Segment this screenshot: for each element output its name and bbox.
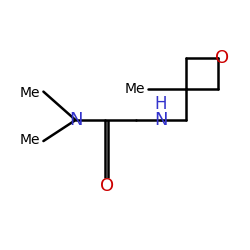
Text: Me: Me bbox=[19, 133, 40, 147]
Text: H: H bbox=[154, 95, 167, 113]
Text: Me: Me bbox=[124, 82, 145, 96]
Text: O: O bbox=[100, 176, 114, 194]
Text: O: O bbox=[215, 49, 229, 67]
Text: Me: Me bbox=[19, 86, 40, 100]
Text: N: N bbox=[69, 111, 82, 129]
Text: N: N bbox=[154, 111, 168, 129]
